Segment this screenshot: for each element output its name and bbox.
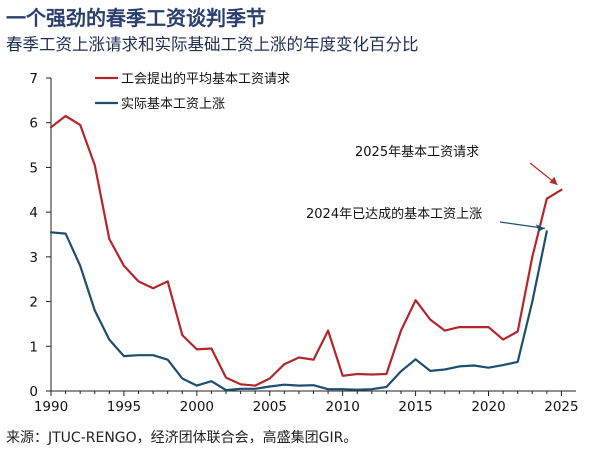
y-tick-label: 6	[29, 116, 38, 132]
y-tick-label: 3	[29, 250, 38, 266]
series-layer	[49, 114, 563, 392]
chart-subtitle: 春季工资上涨请求和实际基础工资上涨的年度变化百分比	[6, 35, 419, 54]
annotation-2025-request-label: 2025年基本工资请求	[355, 145, 479, 160]
x-tick-label: 1995	[107, 399, 141, 415]
annotation-arrowhead-2024	[535, 224, 545, 232]
x-tick-label: 2010	[325, 399, 359, 415]
annotation-2024-achieved-label: 2024年已达成的基本工资上涨	[306, 206, 482, 222]
legend-label: 实际基本工资上涨	[121, 97, 225, 112]
x-tick-label: 2025	[544, 399, 578, 415]
y-tick-label: 4	[29, 205, 38, 221]
x-tick-label: 2015	[398, 399, 432, 415]
x-tick-label: 2005	[253, 399, 287, 415]
annotation-arrowhead-2025	[549, 176, 558, 185]
x-tick-label: 1990	[34, 399, 68, 415]
y-tick-label: 7	[29, 71, 38, 87]
series-line-wage-request	[49, 114, 563, 387]
series-line-actual-wage-increase	[49, 230, 548, 392]
y-tick-label: 0	[29, 384, 38, 400]
x-tick-label: 2000	[180, 399, 214, 415]
chart-title: 一个强劲的春季工资谈判季节	[6, 6, 266, 30]
source-note: 来源：JTUC-RENGO，经济团体联合会，高盛集团GIR。	[6, 430, 358, 446]
annotations: 2025年基本工资请求 2024年已达成的基本工资上涨	[306, 145, 558, 232]
axes: 0 1 2 3 4 5 6 7 1990 1995 2000 2005 2010 2015 2020 2025	[29, 71, 578, 415]
y-tick-label: 2	[29, 295, 38, 311]
y-tick-label: 5	[29, 160, 38, 176]
y-tick-label: 1	[29, 339, 38, 355]
x-tick-label: 2020	[471, 399, 505, 415]
legend-label: 工会提出的平均基本工资请求	[121, 71, 290, 87]
